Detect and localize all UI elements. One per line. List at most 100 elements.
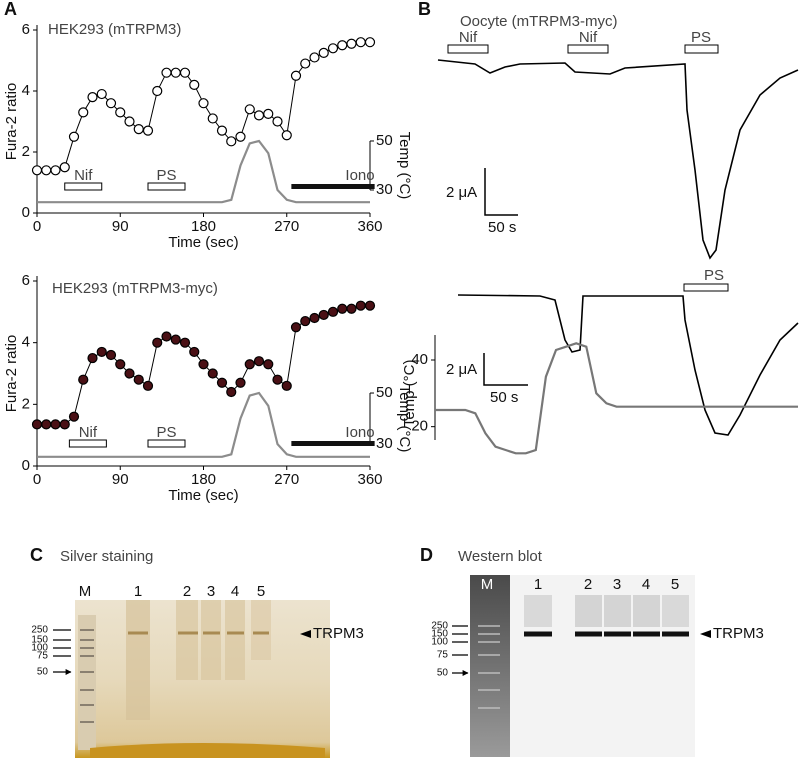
x-tick-label: 0 xyxy=(33,471,41,488)
stimulus-box xyxy=(447,44,489,54)
data-point xyxy=(152,85,163,97)
data-point xyxy=(355,37,366,48)
data-point xyxy=(327,43,339,54)
y2-tick-label: 50 xyxy=(376,132,393,149)
dye-front xyxy=(90,743,325,758)
x-tick-label: 270 xyxy=(274,471,299,488)
panel-letter: A xyxy=(4,0,17,19)
data-point xyxy=(124,368,135,379)
data-point xyxy=(281,130,292,141)
stimulus-box xyxy=(567,44,609,54)
lane-smear xyxy=(251,600,271,660)
y2-axis-label: Temp (°C) xyxy=(396,132,413,200)
y-axis-label: Fura-2 ratio xyxy=(3,83,20,161)
marker-label: 150 xyxy=(31,635,48,646)
lane-label: 5 xyxy=(257,583,265,600)
data-point xyxy=(235,131,246,142)
stimulus-bar xyxy=(291,184,375,189)
band-label: TRPM3 xyxy=(313,625,364,642)
lane-label: 4 xyxy=(231,583,239,600)
data-point xyxy=(161,67,172,78)
marker-label: 100 xyxy=(431,637,448,648)
data-point xyxy=(263,359,274,370)
y2-tick-label: 30 xyxy=(376,435,393,452)
data-point xyxy=(96,346,107,358)
data-point xyxy=(346,303,357,314)
panel-title: Western blot xyxy=(458,548,543,565)
lane-smear xyxy=(126,600,150,720)
data-point xyxy=(290,70,302,81)
data-point xyxy=(50,165,61,176)
y2-tick-label: 50 xyxy=(376,384,393,401)
x-tick-label: 90 xyxy=(112,218,129,235)
lane-smear xyxy=(633,595,660,627)
stimulus-label: Nif xyxy=(74,167,93,184)
current-trace xyxy=(437,59,799,260)
marker-label: 50 xyxy=(37,667,49,678)
stimulus-box xyxy=(684,44,719,54)
data-point xyxy=(263,108,274,119)
band-label: TRPM3 xyxy=(713,625,764,642)
panel-letter: C xyxy=(30,545,43,565)
stimulus-box xyxy=(68,439,107,448)
temperature-line xyxy=(37,391,370,458)
ladder-lane xyxy=(470,575,510,757)
data-point xyxy=(142,125,154,136)
chart-title: HEK293 (mTRPM3) xyxy=(48,21,181,38)
lane-label: M xyxy=(79,583,92,600)
x-axis-label: Time (sec) xyxy=(168,234,238,251)
data-point xyxy=(216,125,228,136)
data-point xyxy=(272,374,283,385)
data-point xyxy=(41,165,52,176)
stimulus-bar xyxy=(291,441,375,446)
data-point xyxy=(59,162,70,173)
lane-label: 1 xyxy=(534,576,542,593)
y-tick-label: 2 xyxy=(22,395,30,412)
stimulus-box xyxy=(147,182,186,191)
x-tick-label: 0 xyxy=(33,218,41,235)
data-point xyxy=(189,346,200,358)
data-point xyxy=(364,300,376,311)
data-point xyxy=(300,315,311,327)
data-point xyxy=(115,107,126,118)
data-point xyxy=(253,110,265,121)
data-point xyxy=(170,67,181,78)
data-point xyxy=(216,377,228,388)
marker-label: 100 xyxy=(31,643,48,654)
data-point xyxy=(31,165,43,176)
data-point xyxy=(226,386,237,398)
marker-label: 75 xyxy=(37,651,49,662)
stimulus-label: Iono xyxy=(345,167,374,184)
data-point xyxy=(179,337,191,348)
data-point xyxy=(78,374,89,385)
lane-smear xyxy=(201,600,221,680)
lane-smear xyxy=(575,595,602,627)
lane-label: 2 xyxy=(584,576,592,593)
data-point xyxy=(78,107,89,118)
lane-label: 5 xyxy=(671,576,679,593)
x-tick-label: 360 xyxy=(357,218,382,235)
current-trace xyxy=(457,294,799,436)
y-axis-label: Temp (°C) xyxy=(401,359,418,427)
ladder-bands xyxy=(478,625,500,709)
lane-smear xyxy=(225,600,245,680)
data-point xyxy=(87,352,98,364)
scale-bar xyxy=(483,353,528,386)
lane-label: 3 xyxy=(207,583,215,600)
stimulus-label: Nif xyxy=(579,29,598,46)
panel-title: Oocyte (mTRPM3-myc) xyxy=(460,13,618,30)
data-point xyxy=(152,337,163,348)
data-point xyxy=(318,47,329,58)
data-point xyxy=(253,356,265,367)
y-tick-label: 6 xyxy=(22,21,30,38)
data-point xyxy=(300,58,311,69)
data-point xyxy=(364,37,376,48)
data-point xyxy=(133,124,144,135)
marker-arrows xyxy=(452,625,468,673)
scale-bar xyxy=(484,168,518,216)
data-point xyxy=(68,411,80,422)
lane-smear xyxy=(176,600,198,680)
